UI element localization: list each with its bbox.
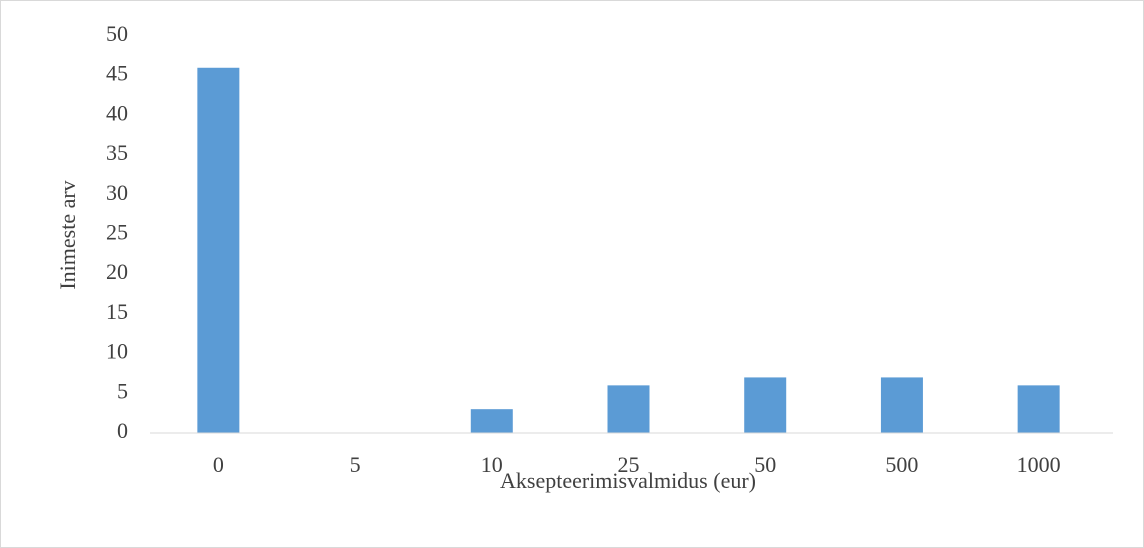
y-tick-label: 40	[106, 100, 128, 125]
y-tick-label: 0	[117, 418, 128, 443]
x-tick-label: 10	[481, 452, 503, 477]
bar	[1017, 385, 1060, 433]
bar	[744, 377, 787, 433]
x-axis-title: Aksepteerimisvalmidus (eur)	[500, 468, 756, 493]
y-tick-label: 35	[106, 140, 128, 165]
y-tick-label: 15	[106, 299, 128, 324]
y-tick-label: 5	[117, 378, 128, 403]
x-tick-label: 500	[885, 452, 918, 477]
bar	[197, 67, 240, 433]
y-tick-label: 50	[106, 21, 128, 46]
x-tick-label: 5	[350, 452, 361, 477]
x-tick-label: 0	[213, 452, 224, 477]
y-tick-label: 20	[106, 259, 128, 284]
bar	[470, 409, 513, 433]
y-tick-label: 45	[106, 61, 128, 86]
x-tick-label: 25	[618, 452, 640, 477]
x-tick-label: 1000	[1017, 452, 1061, 477]
y-tick-label: 25	[106, 220, 128, 245]
y-tick-label: 10	[106, 339, 128, 364]
y-axis-title: Inimeste arv	[55, 180, 80, 289]
bar	[607, 385, 650, 433]
y-tick-label: 30	[106, 180, 128, 205]
x-tick-label: 50	[754, 452, 776, 477]
bar	[880, 377, 923, 433]
